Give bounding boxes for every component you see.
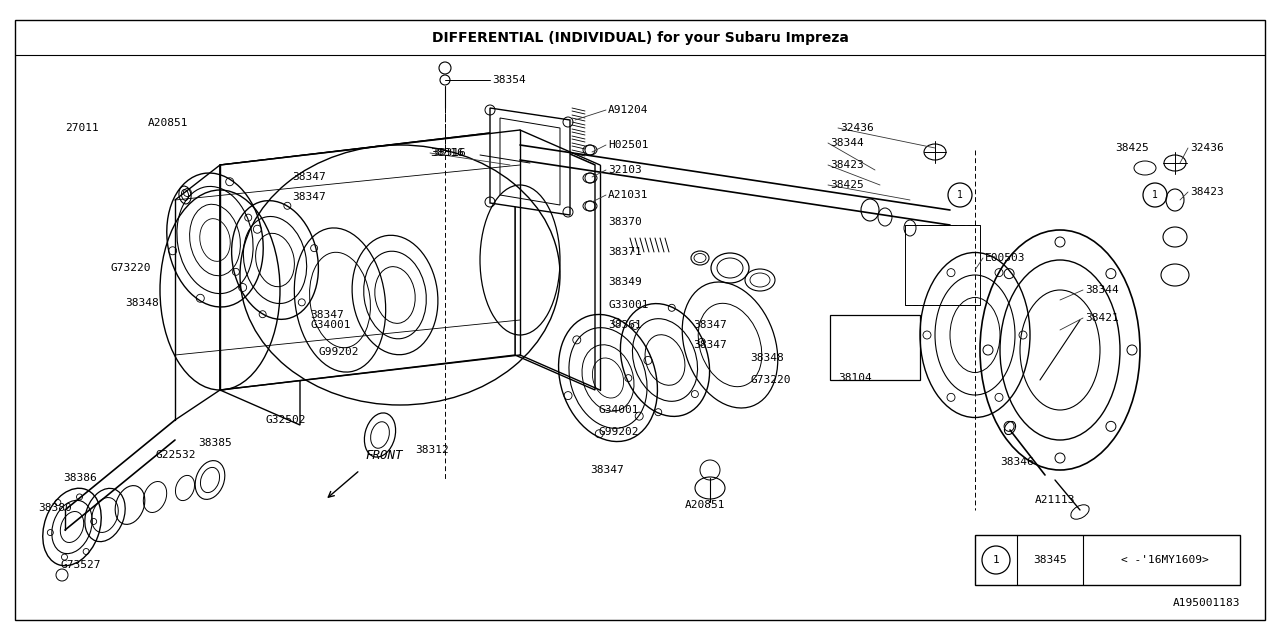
Text: 38423: 38423 — [1190, 187, 1224, 197]
Text: 38347: 38347 — [692, 320, 727, 330]
Polygon shape — [220, 130, 515, 390]
Text: DIFFERENTIAL (INDIVIDUAL) for your Subaru Impreza: DIFFERENTIAL (INDIVIDUAL) for your Subar… — [431, 31, 849, 45]
Text: 38345: 38345 — [1033, 555, 1066, 565]
Text: A20851: A20851 — [685, 500, 726, 510]
Text: 38347: 38347 — [310, 310, 344, 320]
Text: 38421: 38421 — [1085, 313, 1119, 323]
Text: 1: 1 — [992, 555, 1000, 565]
Polygon shape — [220, 130, 595, 200]
Text: G34001: G34001 — [598, 405, 639, 415]
Text: 38344: 38344 — [829, 138, 864, 148]
Text: 27011: 27011 — [65, 123, 99, 133]
Bar — [975, 535, 1240, 585]
Text: 38346: 38346 — [1000, 457, 1034, 467]
Text: 32436: 32436 — [840, 123, 874, 133]
Text: < -'16MY1609>: < -'16MY1609> — [1121, 555, 1208, 565]
Text: 38423: 38423 — [829, 160, 864, 170]
Text: FRONT: FRONT — [365, 449, 402, 462]
Text: 38104: 38104 — [838, 373, 872, 383]
Text: 38370: 38370 — [608, 217, 641, 227]
Text: 38385: 38385 — [198, 438, 232, 448]
Text: E00503: E00503 — [986, 253, 1025, 263]
Text: G32502: G32502 — [265, 415, 306, 425]
Polygon shape — [515, 130, 595, 390]
Text: 38425: 38425 — [829, 180, 864, 190]
Text: 38316: 38316 — [433, 148, 466, 158]
Text: A195001183: A195001183 — [1172, 598, 1240, 608]
Polygon shape — [490, 108, 570, 215]
Text: G73527: G73527 — [60, 560, 101, 570]
Text: A21031: A21031 — [608, 190, 649, 200]
Text: 1: 1 — [957, 190, 963, 200]
Text: 32103: 32103 — [608, 165, 641, 175]
Text: G99202: G99202 — [317, 347, 358, 357]
Text: 38371: 38371 — [608, 247, 641, 257]
Text: 38348: 38348 — [125, 298, 159, 308]
Text: 38347: 38347 — [590, 465, 623, 475]
Text: G22532: G22532 — [155, 450, 196, 460]
Text: 38347: 38347 — [692, 340, 727, 350]
Bar — [829, 315, 920, 380]
Text: 38344: 38344 — [1085, 285, 1119, 295]
Text: A20851: A20851 — [148, 118, 188, 128]
Text: 38349: 38349 — [608, 277, 641, 287]
Text: G73220: G73220 — [750, 375, 791, 385]
Text: A21113: A21113 — [1036, 495, 1075, 505]
Text: 32436: 32436 — [1190, 143, 1224, 153]
Text: 38361: 38361 — [608, 320, 641, 330]
Text: G99202: G99202 — [598, 427, 639, 437]
Text: 1: 1 — [1152, 190, 1158, 200]
Text: 38348: 38348 — [750, 353, 783, 363]
Text: A91204: A91204 — [608, 105, 649, 115]
Polygon shape — [500, 118, 561, 205]
Text: G34001: G34001 — [310, 320, 351, 330]
Text: 38312: 38312 — [415, 445, 449, 455]
Text: 38347: 38347 — [292, 172, 325, 182]
Polygon shape — [220, 165, 300, 425]
Text: 38316: 38316 — [430, 148, 463, 158]
Text: 38425: 38425 — [1115, 143, 1148, 153]
Text: 38386: 38386 — [63, 473, 97, 483]
Text: 38380: 38380 — [38, 503, 72, 513]
Text: H02501: H02501 — [608, 140, 649, 150]
Text: 38354: 38354 — [492, 75, 526, 85]
Text: G73220: G73220 — [110, 263, 151, 273]
Text: G33001: G33001 — [608, 300, 649, 310]
Bar — [905, 225, 980, 305]
Text: 38347: 38347 — [292, 192, 325, 202]
